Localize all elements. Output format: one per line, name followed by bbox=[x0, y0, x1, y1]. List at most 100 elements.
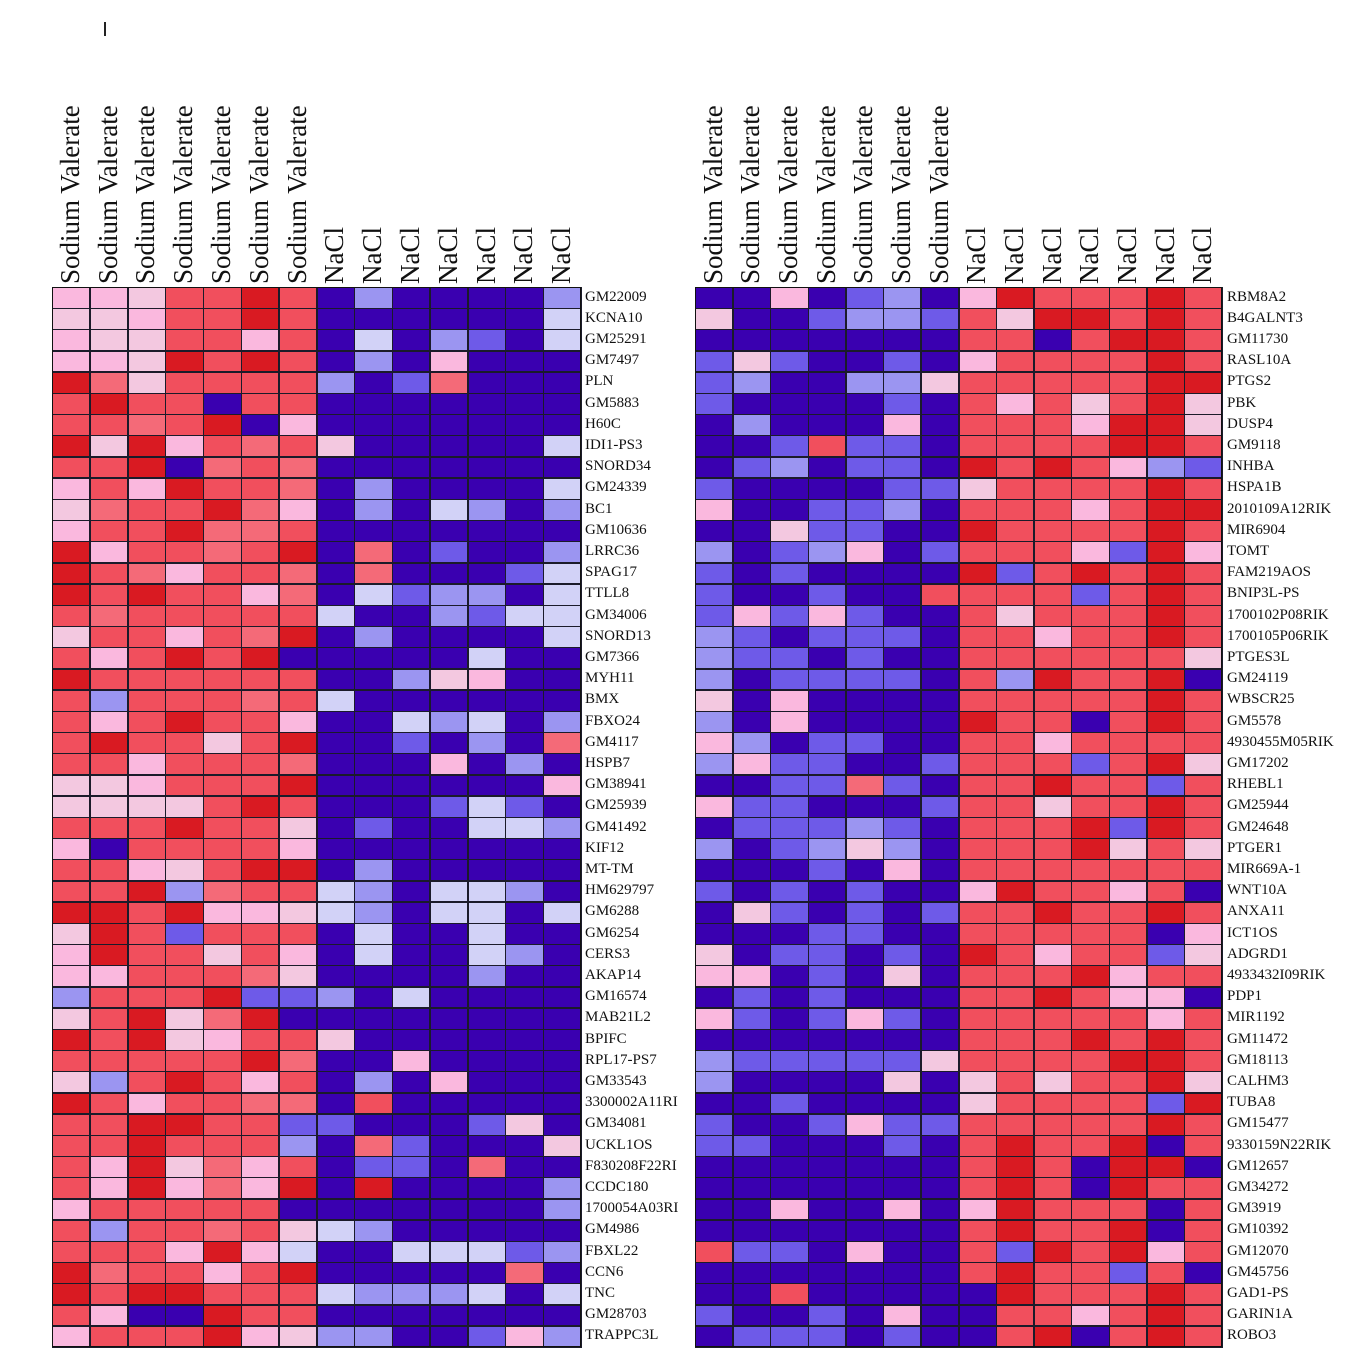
heatmap-cell bbox=[695, 1135, 734, 1157]
heatmap-cell bbox=[845, 1241, 884, 1263]
heatmap-cell bbox=[883, 817, 922, 839]
heatmap-cell bbox=[165, 817, 204, 839]
heatmap-cell bbox=[467, 562, 507, 585]
row-label: SNORD34 bbox=[585, 458, 651, 475]
row-label: DUSP4 bbox=[1227, 415, 1273, 432]
heatmap-cell bbox=[807, 1092, 847, 1115]
heatmap-cell bbox=[354, 414, 393, 436]
heatmap-cell bbox=[467, 499, 507, 521]
heatmap-cell bbox=[883, 1029, 922, 1051]
heatmap-cell bbox=[543, 520, 582, 542]
heatmap-cell bbox=[240, 711, 280, 733]
heatmap-cell bbox=[505, 732, 544, 754]
heatmap-cell bbox=[996, 1029, 1035, 1051]
heatmap-cell bbox=[807, 371, 847, 394]
heatmap-cell bbox=[543, 1135, 582, 1157]
heatmap-cell bbox=[127, 393, 166, 415]
heatmap-cell bbox=[958, 308, 997, 330]
heatmap-cell bbox=[1033, 965, 1073, 988]
heatmap-cell bbox=[505, 1050, 544, 1072]
heatmap-cell bbox=[1109, 668, 1148, 691]
heatmap-cell bbox=[52, 817, 91, 839]
heatmap-cell bbox=[467, 1241, 507, 1263]
heatmap-cell bbox=[920, 287, 960, 309]
column-label: NaCl bbox=[470, 227, 501, 284]
heatmap-cell bbox=[920, 880, 960, 903]
heatmap-cell bbox=[1033, 711, 1073, 733]
heatmap-cell bbox=[1109, 838, 1148, 860]
heatmap-cell bbox=[278, 859, 318, 882]
heatmap-cell bbox=[354, 1071, 393, 1094]
heatmap-cell bbox=[920, 944, 960, 966]
heatmap-cell bbox=[505, 1177, 544, 1200]
heatmap-cell bbox=[920, 753, 960, 776]
heatmap-cell bbox=[845, 1050, 884, 1072]
heatmap-cell bbox=[203, 541, 242, 564]
heatmap-cell bbox=[1146, 944, 1185, 966]
heatmap-cell bbox=[1184, 1198, 1223, 1221]
heatmap-cell bbox=[996, 944, 1035, 966]
heatmap-cell bbox=[1071, 647, 1110, 670]
heatmap-cell bbox=[467, 1219, 507, 1242]
heatmap-cell bbox=[845, 499, 884, 521]
heatmap-cell bbox=[695, 668, 734, 691]
heatmap-cell bbox=[165, 1219, 204, 1242]
row-label: WNT10A bbox=[1227, 882, 1287, 899]
heatmap-cell bbox=[845, 1071, 884, 1094]
heatmap-cell bbox=[1184, 287, 1223, 309]
heatmap-cell bbox=[392, 689, 431, 712]
heatmap-cell bbox=[1033, 986, 1073, 1009]
heatmap-cell bbox=[543, 753, 582, 776]
heatmap-cell bbox=[354, 1156, 393, 1178]
heatmap-cell bbox=[1071, 1071, 1110, 1094]
heatmap-cell bbox=[732, 1156, 771, 1178]
heatmap-cell bbox=[845, 562, 884, 585]
row-label: ADGRD1 bbox=[1227, 945, 1288, 962]
heatmap-cell bbox=[240, 1092, 280, 1115]
heatmap-cell bbox=[52, 1135, 91, 1157]
heatmap-cell bbox=[1109, 859, 1148, 882]
heatmap-cell bbox=[1109, 1029, 1148, 1051]
heatmap-cell bbox=[240, 1262, 280, 1284]
heatmap-cell bbox=[203, 1029, 242, 1051]
heatmap-cell bbox=[467, 583, 507, 606]
heatmap-cell bbox=[316, 499, 355, 521]
heatmap-cell bbox=[278, 1283, 318, 1306]
row-label: GM45756 bbox=[1227, 1263, 1289, 1280]
heatmap-cell bbox=[1071, 711, 1110, 733]
heatmap-cell bbox=[1071, 605, 1110, 627]
heatmap-cell bbox=[467, 435, 507, 458]
heatmap-cell bbox=[1033, 393, 1073, 415]
heatmap-cell bbox=[316, 287, 355, 309]
heatmap-cell bbox=[920, 499, 960, 521]
heatmap-cell bbox=[89, 1304, 129, 1327]
heatmap-cell bbox=[89, 1113, 129, 1136]
column-label: Sodium Valerate bbox=[281, 105, 312, 284]
heatmap-cell bbox=[89, 393, 129, 415]
heatmap-cell bbox=[807, 986, 847, 1009]
heatmap-cell bbox=[695, 499, 734, 521]
heatmap-cell bbox=[1146, 647, 1185, 670]
heatmap-cell bbox=[89, 541, 129, 564]
heatmap-cell bbox=[165, 668, 204, 691]
heatmap-cell bbox=[354, 456, 393, 479]
heatmap-cell bbox=[996, 308, 1035, 330]
heatmap-cell bbox=[278, 753, 318, 776]
heatmap-cell bbox=[695, 944, 734, 966]
heatmap-cell bbox=[732, 605, 771, 627]
heatmap-cell bbox=[883, 435, 922, 458]
heatmap-cell bbox=[127, 774, 166, 797]
heatmap-cell bbox=[467, 520, 507, 542]
row-label: F830208F22RI bbox=[585, 1157, 677, 1174]
row-label: INHBA bbox=[1227, 458, 1275, 475]
heatmap-cell bbox=[429, 1198, 469, 1221]
heatmap-cell bbox=[354, 1283, 393, 1306]
heatmap-cell bbox=[543, 477, 582, 500]
heatmap-cell bbox=[1109, 626, 1148, 648]
heatmap-cell bbox=[429, 1050, 469, 1072]
heatmap-cell bbox=[127, 456, 166, 479]
column-label: NaCl bbox=[432, 227, 463, 284]
heatmap-cell bbox=[505, 456, 544, 479]
heatmap-cell bbox=[807, 1219, 847, 1242]
heatmap-cell bbox=[165, 1113, 204, 1136]
